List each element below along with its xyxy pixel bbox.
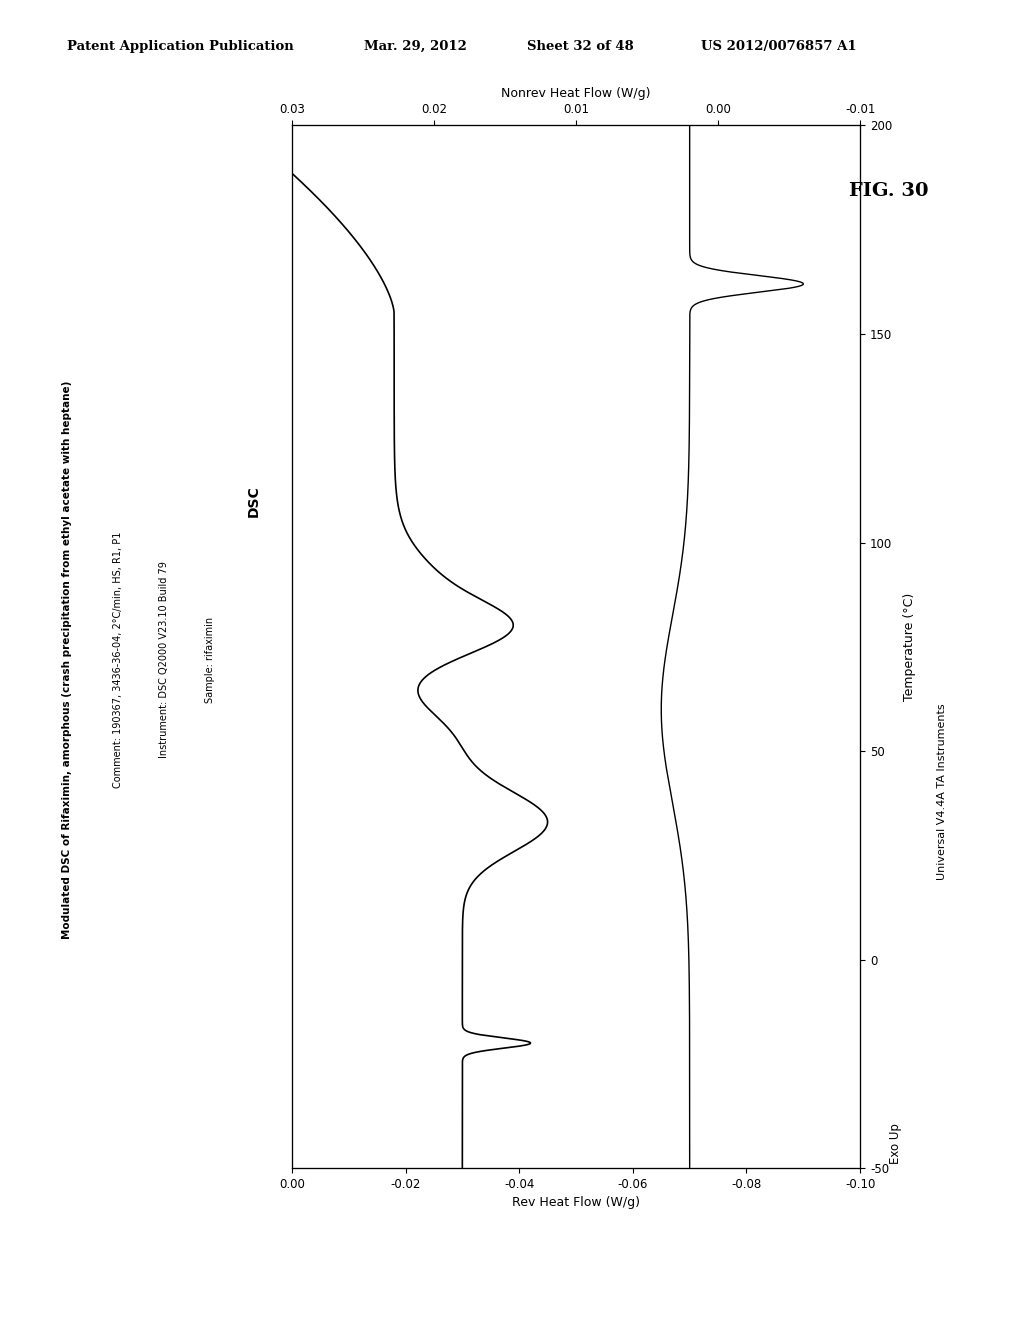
Text: Comment: 190367, 3436-36-04, 2°C/min, HS, R1, P1: Comment: 190367, 3436-36-04, 2°C/min, HS… [113,532,123,788]
Y-axis label: Temperature (°C): Temperature (°C) [903,593,916,701]
Text: Mar. 29, 2012: Mar. 29, 2012 [364,40,466,53]
Text: FIG. 30: FIG. 30 [849,182,929,201]
Text: Instrument: DSC Q2000 V23.10 Build 79: Instrument: DSC Q2000 V23.10 Build 79 [159,561,169,759]
X-axis label: Nonrev Heat Flow (W/g): Nonrev Heat Flow (W/g) [502,87,650,100]
Text: US 2012/0076857 A1: US 2012/0076857 A1 [701,40,857,53]
Text: Modulated DSC of Rifaximin, amorphous (crash precipitation from ethyl acetate wi: Modulated DSC of Rifaximin, amorphous (c… [61,380,72,940]
Text: Sheet 32 of 48: Sheet 32 of 48 [527,40,634,53]
Text: Patent Application Publication: Patent Application Publication [67,40,293,53]
Text: Sample: rifaximin: Sample: rifaximin [205,616,215,704]
Text: Universal V4.4A TA Instruments: Universal V4.4A TA Instruments [937,704,947,880]
Text: DSC: DSC [247,486,261,517]
X-axis label: Rev Heat Flow (W/g): Rev Heat Flow (W/g) [512,1196,640,1209]
Text: Exo Up: Exo Up [890,1123,902,1164]
